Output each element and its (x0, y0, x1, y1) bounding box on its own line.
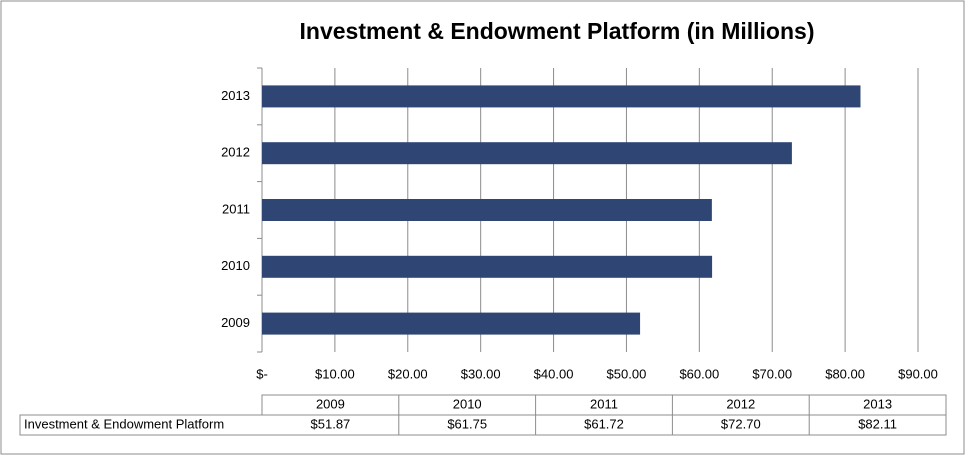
y-tick-label: 2010 (221, 258, 250, 273)
bar (262, 142, 792, 165)
table-value: $72.70 (721, 416, 761, 431)
table-row-border (19, 414, 947, 436)
bar (262, 312, 641, 335)
bar (262, 255, 713, 278)
y-tick-label: 2011 (222, 201, 250, 216)
table-value: $61.72 (584, 416, 624, 431)
table-header: 2013 (863, 396, 892, 411)
x-tick-label: $80.00 (825, 366, 865, 381)
table-header: 2010 (453, 396, 482, 411)
bar (262, 199, 712, 221)
x-tick-label: $30.00 (461, 366, 501, 381)
table-header: 2009 (316, 396, 345, 411)
x-tick-label: $50.00 (607, 366, 647, 381)
table-value: $51.87 (311, 416, 351, 431)
table-header: 2012 (726, 396, 755, 411)
x-tick-label: $- (256, 366, 268, 381)
x-tick-label: $90.00 (898, 366, 938, 381)
x-tick-label: $60.00 (679, 366, 719, 381)
x-tick-label: $10.00 (315, 366, 355, 381)
x-tick-label: $40.00 (534, 366, 574, 381)
table-value: $61.75 (447, 416, 487, 431)
x-tick-label: $70.00 (752, 366, 792, 381)
y-tick-label: 2012 (221, 145, 250, 160)
table-header: 2011 (590, 396, 618, 411)
table-row-label: Investment & Endowment Platform (24, 416, 224, 431)
bar (262, 85, 861, 108)
y-tick-label: 2013 (221, 88, 250, 103)
table-value: $82.11 (858, 416, 897, 431)
x-tick-label: $20.00 (388, 366, 428, 381)
chart-title: Investment & Endowment Platform (in Mill… (300, 18, 815, 44)
y-tick-label: 2009 (221, 315, 250, 330)
